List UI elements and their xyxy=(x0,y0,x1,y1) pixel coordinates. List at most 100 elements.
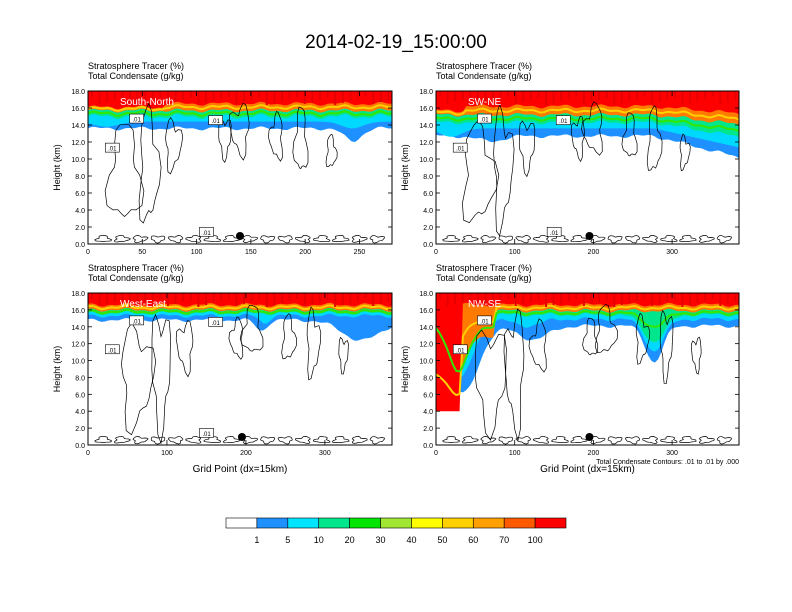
tracer-streak xyxy=(379,91,382,102)
colorbar-label: 100 xyxy=(528,535,543,545)
colorbar-swatch xyxy=(503,517,536,529)
tracer-30-line xyxy=(436,309,739,373)
tracer-streak xyxy=(341,293,344,305)
contour-cell xyxy=(581,101,603,156)
tracer-streak xyxy=(250,293,253,302)
heatmap-field: .01 .01 .01 .01 xyxy=(436,91,739,244)
panel-title-condensate: Total Condensate (g/kg) xyxy=(436,71,532,81)
y-tick-label: 2.0 xyxy=(75,225,85,232)
tracer-streak xyxy=(575,293,578,299)
tracer-streak xyxy=(620,293,623,305)
x-tick-label: 100 xyxy=(161,450,173,457)
x-tick-label: 0 xyxy=(86,249,90,256)
y-tick-label: 10.0 xyxy=(71,359,85,366)
tracer-streak xyxy=(106,91,109,102)
y-tick-label: 4.0 xyxy=(75,208,85,215)
x-tick-label: 200 xyxy=(240,450,252,457)
contour-cell xyxy=(642,436,658,444)
tracer-streak xyxy=(113,91,116,100)
panel-title-tracer: Stratosphere Tracer (%) xyxy=(88,61,184,71)
contour-cell xyxy=(635,312,651,365)
tracer-streak xyxy=(288,91,291,99)
tracer-streak xyxy=(613,293,616,307)
tracer-streak xyxy=(265,91,268,105)
contour-cell xyxy=(498,436,514,445)
x-tick-label: 200 xyxy=(299,249,311,256)
contour-cell xyxy=(121,322,157,436)
tracer-50-line xyxy=(436,107,739,121)
condensate-contours xyxy=(94,102,385,244)
contour-cell xyxy=(222,436,241,444)
tracer-streak xyxy=(575,91,578,97)
contour-label-box xyxy=(477,315,492,326)
colorbar-swatch xyxy=(472,517,505,529)
y-tick-label: 18.0 xyxy=(71,89,85,96)
y-tick-label: 10.0 xyxy=(419,157,433,164)
tracer-streak xyxy=(734,91,737,100)
tracer-streak xyxy=(605,293,608,300)
contour-cell xyxy=(570,115,585,163)
contour-cell xyxy=(203,235,221,242)
tracer-streak xyxy=(484,293,487,305)
heatmap-field: .01 .01 .01 .01 xyxy=(88,293,392,445)
tracer-streak xyxy=(220,91,223,99)
tracer-streak xyxy=(106,293,109,304)
contour-cell xyxy=(239,304,264,352)
contour-cell xyxy=(528,318,547,373)
y-tick-label: 6.0 xyxy=(75,392,85,399)
contour-cell xyxy=(480,436,497,445)
y-tick-label: 8.0 xyxy=(423,375,433,382)
tracer-streak xyxy=(205,91,207,103)
tracer-streak xyxy=(364,91,367,97)
contour-cell xyxy=(515,235,532,244)
tracer-streak xyxy=(446,293,449,306)
tracer-streak xyxy=(235,293,238,306)
tracer-streak xyxy=(567,91,570,99)
contour-cell xyxy=(113,234,132,243)
location-marker xyxy=(236,232,244,240)
x-tick-label: 300 xyxy=(666,450,678,457)
y-tick-label: 8.0 xyxy=(75,375,85,382)
colorbar-label: 70 xyxy=(499,535,509,545)
contour-cell xyxy=(94,436,113,443)
tracer-streak xyxy=(174,293,177,304)
tracer-streak xyxy=(174,91,177,102)
contour-cell xyxy=(325,133,338,168)
tracer-30-line xyxy=(88,308,392,315)
tracer-streak xyxy=(296,91,299,97)
tracer-streak xyxy=(529,293,532,302)
y-tick-label: 0.0 xyxy=(423,242,433,249)
tracer-streak xyxy=(334,91,337,105)
contour-cell xyxy=(698,436,715,444)
contour-cell xyxy=(150,436,166,445)
tracer-streak xyxy=(265,293,268,307)
contour-cell xyxy=(203,436,221,443)
contour-cell xyxy=(185,234,202,243)
contour-label: .01 xyxy=(559,119,568,125)
tracer-streak xyxy=(281,91,283,101)
contour-label-box xyxy=(199,226,214,237)
tracer-streak xyxy=(387,91,390,100)
contour-cell xyxy=(642,235,658,243)
tracer-streak xyxy=(522,91,525,102)
tracer-streak xyxy=(461,293,464,302)
contour-cell xyxy=(532,435,549,444)
tracer-streak xyxy=(311,293,314,304)
tracer-streak xyxy=(651,293,654,306)
y-tick-label: 12.0 xyxy=(71,342,85,349)
contour-label-box xyxy=(199,428,214,438)
y-tick-label: 14.0 xyxy=(71,123,85,130)
y-tick-label: 8.0 xyxy=(75,174,85,181)
contour-cell xyxy=(660,436,678,444)
x-tick-label: 0 xyxy=(86,450,90,457)
colorbar-label: 5 xyxy=(285,535,290,545)
tracer-streak xyxy=(98,293,101,306)
tracer-streak xyxy=(372,293,375,306)
tracer-streak xyxy=(537,293,540,300)
contour-label: .01 xyxy=(212,321,221,327)
tracer-streak xyxy=(711,293,714,299)
contour-label: .01 xyxy=(480,118,489,124)
x-tick-label: 100 xyxy=(509,249,521,256)
tracer-streak xyxy=(197,91,200,105)
tracer-streak xyxy=(296,293,299,299)
